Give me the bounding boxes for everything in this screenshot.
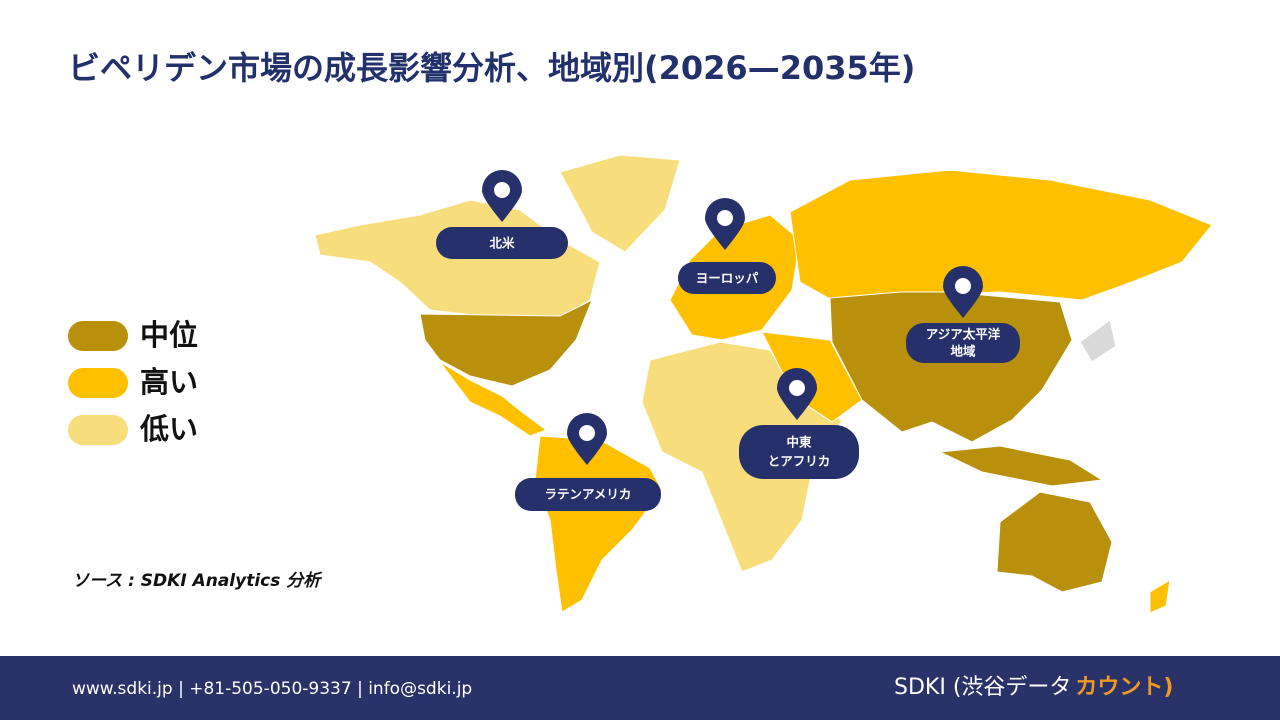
region-label: 地域: [950, 344, 976, 359]
brand-highlight: カウント): [1075, 675, 1173, 700]
footer-bar: [0, 656, 1280, 720]
pin-hole: [789, 380, 805, 396]
pin-hole: [579, 425, 595, 441]
region-label: 北米: [489, 236, 515, 251]
land-new-zealand: [1149, 579, 1171, 614]
legend-swatch: [68, 368, 128, 398]
region-label: 中東: [786, 435, 812, 450]
footer-brand: SDKI (渋谷データ カウント): [894, 675, 1173, 700]
legend-swatch: [68, 415, 128, 445]
title: ビペリデン市場の成長影響分析、地域別(2026—2035年): [68, 49, 915, 87]
legend-label: 中位: [140, 318, 198, 352]
region-pill: [515, 478, 661, 511]
pin-hole: [955, 278, 971, 294]
land-australia: [996, 491, 1113, 593]
region-markers: 北米 ヨーロッパ アジア太平洋 地域 中東 とアフリカ ラテンアメリカ: [436, 170, 1020, 511]
region-pill: [906, 323, 1020, 363]
land-japan: [1079, 319, 1117, 363]
world-map: [314, 154, 1213, 614]
pin-hole: [494, 182, 510, 198]
legend-label: 高い: [140, 365, 198, 399]
land-south-america: [534, 435, 663, 613]
legend-swatch: [68, 321, 128, 351]
region-pill: [739, 425, 859, 479]
land-asia: [829, 291, 1073, 443]
legend: 中位 高い 低い: [68, 318, 198, 446]
region-label: ヨーロッパ: [696, 271, 759, 286]
region-label: とアフリカ: [768, 454, 831, 469]
region-pill: [678, 262, 776, 294]
legend-label: 低い: [139, 412, 198, 446]
region-pill: [436, 227, 568, 259]
pin-hole: [717, 210, 733, 226]
region-label: ラテンアメリカ: [545, 487, 632, 502]
land-indonesia: [938, 445, 1104, 487]
region-label: アジア太平洋: [926, 327, 1001, 342]
footer-contact: www.sdki.jp | +81-505-050-9337 | info@sd…: [72, 679, 472, 699]
brand-text: SDKI (渋谷データ: [894, 675, 1071, 700]
land-greenland: [559, 154, 681, 253]
source-note: ソース : SDKI Analytics 分析: [72, 571, 323, 591]
land-central-america: [439, 361, 548, 437]
land-russia: [789, 169, 1213, 301]
land-usa: [419, 298, 593, 387]
